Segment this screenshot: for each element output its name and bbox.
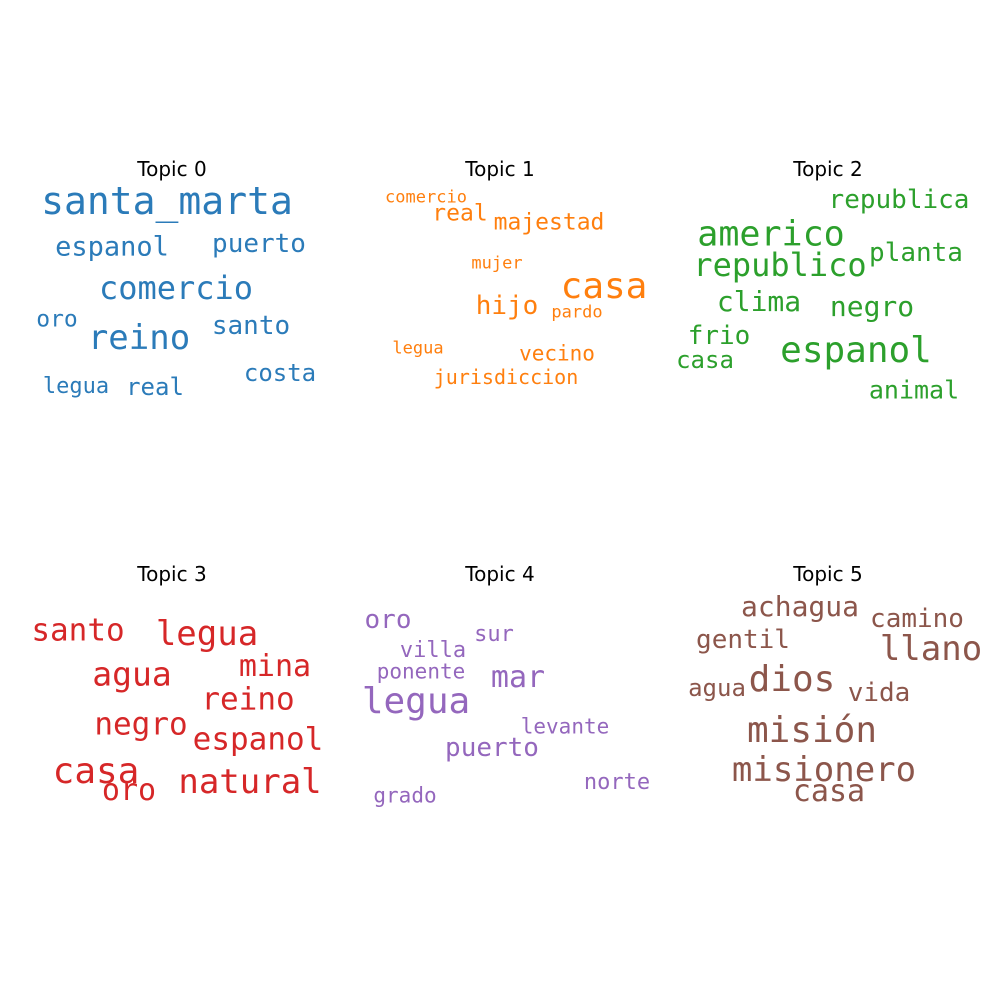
topic-4-word: levante [520,714,610,739]
topic-1-word: vecino [519,341,595,366]
topic-2-word: clima [716,285,802,318]
topic-5-word: camino [870,604,964,634]
topic-2-word: americo [697,214,845,255]
topic-1-word: casa [560,266,648,307]
topic-4-word: villa [399,638,467,663]
topic-1-title: Topic 1 [465,157,535,181]
topic-2-word: espanol [780,330,932,371]
topic-1-word: real [432,200,488,227]
topic-3-word: negro [94,706,188,743]
topic-2-title: Topic 2 [793,157,863,181]
topic-0-word: comercio [98,269,254,307]
topic-2-word: casa [676,346,734,374]
topic-1-word: comercio [385,187,467,208]
topic-1-word: legua [392,338,444,359]
topic-3-word: oro [101,773,157,808]
topic-0-word: puerto [212,229,306,259]
topic-5-word: vida [847,678,911,708]
topic-2-word: republica [828,185,970,215]
topic-4-word: grado [373,783,437,808]
topic-1-word: majestad [493,209,605,236]
topic-4-word: oro [364,605,412,635]
topic-2-word: frio [687,321,751,351]
topic-5-word: dios [748,659,836,700]
topic-0-word: legua [42,374,110,399]
topic-1-word: jurisdiccion [433,365,579,389]
topic-0-word: santo [211,311,291,341]
topic-0-word: oro [36,306,78,333]
topic-0-word: santa_marta [41,179,293,223]
topic-4-word: legua [361,681,471,722]
topic-0-word: real [126,373,184,401]
topic-5-word: misión [746,710,878,751]
topic-1-word: hijo [475,291,539,321]
topic-4-title: Topic 4 [465,562,535,586]
topic-5-word: achagua [740,590,860,623]
topic-5-word: agua [688,674,746,702]
topic-4-word: sur [474,622,514,647]
topic-2-word: animal [868,375,960,405]
topic-2-word: planta [869,238,963,268]
topic-5-word: misionero [731,750,917,790]
topic-3-title: Topic 3 [137,562,207,586]
topic-3-word: reino [201,681,295,718]
topic-5-title: Topic 5 [793,562,863,586]
topic-5-word: llano [879,629,983,669]
topic-0-title: Topic 0 [137,157,207,181]
topic-4-word: mar [490,660,546,695]
topic-3-word: mina [238,649,312,684]
topic-3-word: legua [155,614,259,654]
topic-3-word: santo [31,612,125,649]
topic-1-word: pardo [551,302,603,323]
topic-0-word: reino [87,318,191,358]
topic-3-word: agua [92,654,172,694]
topic-4-word: ponente [376,659,466,684]
topic-0-word: costa [243,359,317,387]
topic-4-word: puerto [445,733,539,763]
topic-3-word: espanol [192,721,324,758]
topic-3-word: casa [52,751,140,792]
topic-2-word: republico [693,246,867,284]
topic-0-word: espanol [55,231,169,263]
topic-2-word: negro [829,290,915,323]
topic-1-word: mujer [471,253,523,274]
topic-3-word: natural [178,762,322,802]
topic-4-word: norte [583,770,651,795]
topic-5-word: gentil [696,625,790,655]
topic-5-word: casa [792,774,866,809]
